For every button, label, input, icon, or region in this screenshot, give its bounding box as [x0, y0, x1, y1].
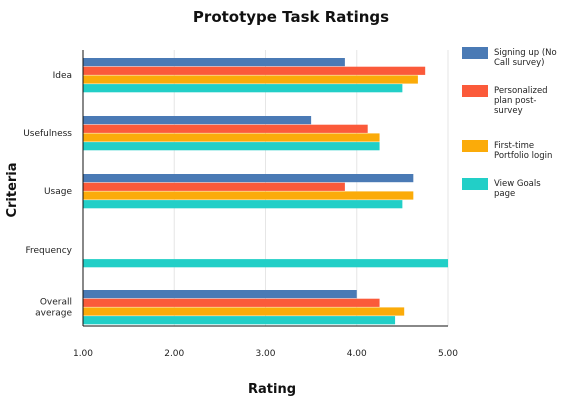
chart-title: Prototype Task Ratings	[193, 8, 389, 26]
legend-swatch	[462, 178, 488, 190]
bar	[83, 191, 414, 200]
x-tick-label: 1.00	[73, 349, 93, 359]
bar	[83, 124, 368, 133]
bar	[83, 142, 380, 151]
y-category-label: Overall average	[35, 298, 72, 319]
x-tick-label: 4.00	[347, 349, 367, 359]
legend-swatch	[462, 47, 488, 59]
legend-swatch	[462, 85, 488, 97]
legend: Signing up (No Call survey) Personalized pl…	[462, 47, 557, 199]
bar	[83, 259, 448, 268]
bar	[83, 75, 418, 84]
y-category-label: Idea	[53, 71, 72, 81]
bar	[83, 307, 405, 316]
bar	[83, 298, 380, 307]
y-category-labels: Idea Usefulness Usage Frequency Overall avera…	[23, 71, 73, 319]
bar	[83, 84, 403, 93]
legend-entry: Signing up (No Call survey)	[494, 48, 557, 68]
bar	[83, 174, 414, 183]
x-tick-label: 5.00	[438, 349, 458, 359]
legend-entry: First-time Portfolio login	[494, 141, 552, 161]
legend-entry: View Goals page	[494, 179, 541, 199]
bar	[83, 116, 312, 125]
axes	[82, 50, 448, 327]
legend-entry: Personalized plan post-survey	[494, 86, 548, 116]
x-tick-label: 3.00	[255, 349, 275, 359]
bar	[83, 58, 345, 67]
bar	[83, 200, 403, 209]
legend-swatch	[462, 140, 488, 152]
x-tick-labels: 1.00 2.00 3.00 4.00 5.00	[73, 349, 458, 359]
bar	[83, 66, 426, 75]
y-category-label: Usefulness	[23, 129, 72, 139]
bar	[83, 290, 357, 299]
bars	[83, 58, 448, 325]
y-category-label: Usage	[44, 187, 73, 197]
y-category-label: Frequency	[26, 246, 73, 256]
x-axis-title: Rating	[248, 382, 296, 397]
bar	[83, 182, 345, 191]
x-tick-label: 2.00	[164, 349, 184, 359]
bar	[83, 316, 396, 325]
bar	[83, 133, 380, 142]
y-axis-title: Criteria	[5, 162, 20, 217]
